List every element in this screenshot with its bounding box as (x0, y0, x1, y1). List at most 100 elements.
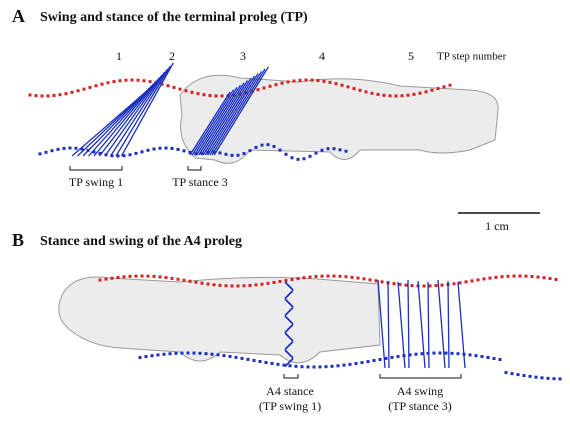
dot (222, 354, 226, 358)
dot (74, 146, 78, 150)
dot (98, 151, 102, 155)
dot (272, 144, 276, 148)
dot (374, 279, 378, 283)
dot (248, 149, 252, 153)
dot (348, 362, 352, 366)
dot (452, 282, 456, 286)
dot (400, 94, 404, 98)
dot (144, 355, 148, 359)
dot (92, 150, 96, 154)
dot (200, 281, 204, 285)
dot (254, 145, 258, 149)
dot (230, 153, 234, 157)
dot (190, 90, 194, 94)
step-line (284, 289, 294, 300)
dot (548, 277, 552, 281)
dot (326, 147, 330, 151)
step-number: 5 (408, 49, 414, 63)
step-line (115, 65, 171, 157)
dot (528, 374, 532, 378)
dot (364, 90, 368, 94)
dot (88, 85, 92, 89)
dot (518, 274, 522, 278)
swing-label: TP swing 1 (69, 175, 123, 189)
dot (150, 354, 154, 358)
dot (438, 351, 442, 355)
dot (468, 353, 472, 357)
dot (420, 352, 424, 356)
dot (260, 143, 264, 147)
dot (356, 276, 360, 280)
step-line (397, 281, 406, 369)
dot (314, 275, 318, 279)
step-line (284, 298, 294, 308)
dot (204, 352, 208, 356)
dot (220, 94, 224, 98)
dot (172, 85, 176, 89)
dot (62, 146, 66, 150)
dot (118, 79, 122, 83)
dot (146, 274, 150, 278)
dot (178, 87, 182, 91)
dot (224, 284, 228, 288)
dot (268, 84, 272, 88)
dot (486, 355, 490, 359)
dot (146, 148, 150, 152)
dot (376, 92, 380, 96)
dot (292, 79, 296, 83)
dot (440, 283, 444, 287)
dot (256, 88, 260, 92)
dot (266, 281, 270, 285)
dot (296, 157, 300, 161)
trajectory-dots (28, 78, 562, 381)
panel-title: Stance and swing of the A4 proleg (40, 234, 242, 249)
dot (334, 82, 338, 86)
panel-title: Swing and stance of the terminal proleg … (40, 10, 308, 25)
step-number-label: TP step number (437, 51, 507, 63)
step-line (284, 332, 294, 342)
panel-letter: B (12, 230, 24, 250)
dot (290, 156, 294, 160)
step-line (387, 280, 390, 369)
dot (134, 151, 138, 155)
step-number: 1 (116, 49, 122, 63)
bracket (69, 166, 123, 171)
dot (248, 283, 252, 287)
step-line (88, 80, 157, 157)
dot (296, 277, 300, 281)
dot (320, 274, 324, 278)
dot (344, 149, 348, 153)
step-line (447, 280, 450, 369)
dot (326, 274, 330, 278)
dot (350, 275, 354, 279)
step-line (284, 281, 294, 291)
dot (314, 151, 318, 155)
step-line (104, 71, 166, 157)
dot (524, 274, 528, 278)
dot (500, 275, 504, 279)
dot (278, 279, 282, 283)
dot (194, 152, 198, 156)
dot (38, 152, 42, 156)
dot (110, 154, 114, 158)
dot (142, 79, 146, 83)
step-line (198, 82, 245, 156)
dot (540, 376, 544, 380)
dot (284, 152, 288, 156)
dot (156, 353, 160, 357)
step-line (193, 87, 238, 156)
dot (360, 361, 364, 365)
dot (412, 92, 416, 96)
dot (330, 364, 334, 368)
dot (112, 80, 116, 84)
step-line (284, 340, 294, 351)
step-line (427, 281, 430, 369)
dot (476, 278, 480, 282)
dot (408, 353, 412, 357)
step-line (284, 349, 294, 359)
panel-letter: A (12, 6, 25, 26)
dot (558, 377, 562, 381)
dot (456, 352, 460, 356)
dot (480, 355, 484, 359)
dot (404, 283, 408, 287)
